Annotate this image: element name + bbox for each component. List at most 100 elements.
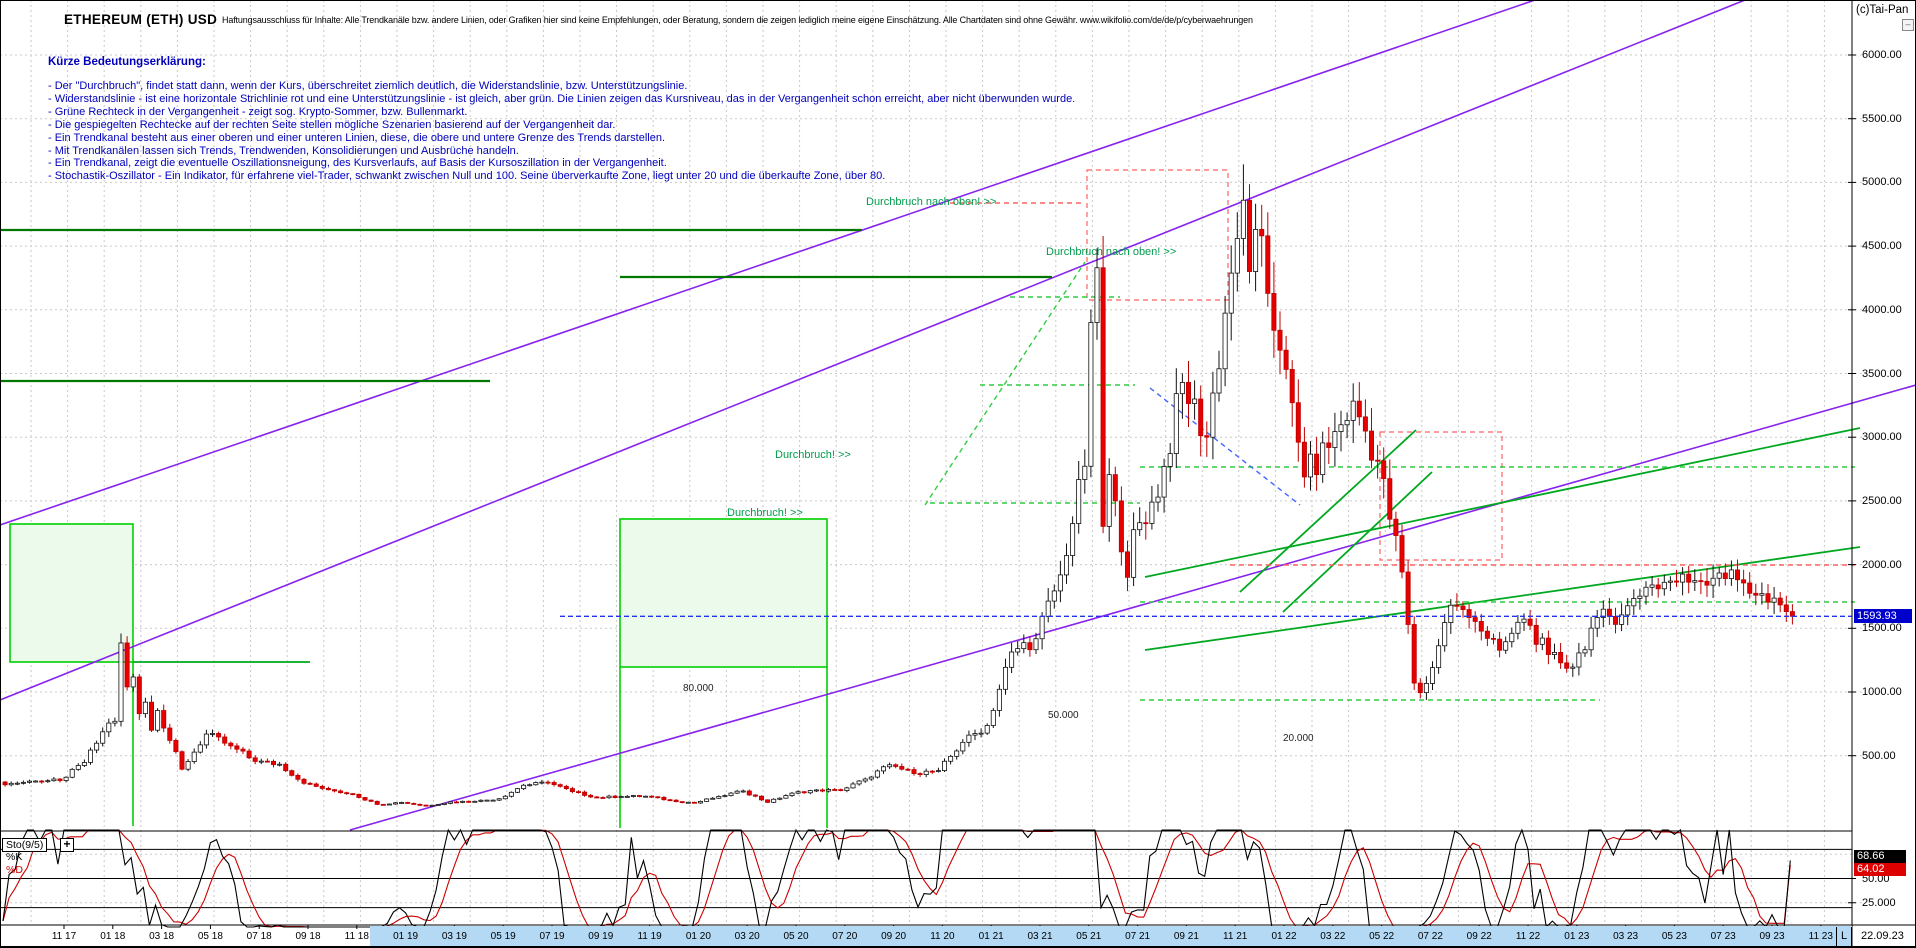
candle-body bbox=[57, 778, 63, 781]
date-axis-label: 01 19 bbox=[393, 931, 419, 942]
candle-body bbox=[1509, 632, 1515, 643]
candle-body bbox=[51, 778, 57, 782]
date-axis-label: 11 19 bbox=[637, 931, 662, 942]
candle-body bbox=[399, 802, 405, 804]
date-axis-label: 09 20 bbox=[881, 931, 907, 942]
candle-body bbox=[484, 799, 490, 802]
candle-body bbox=[1600, 608, 1606, 618]
candle-body bbox=[1240, 199, 1246, 239]
indicator-name-box[interactable]: Sto(9/5) bbox=[2, 838, 48, 852]
candle-body bbox=[844, 787, 850, 792]
candle-body bbox=[856, 780, 862, 785]
candle-body bbox=[954, 750, 960, 757]
candle-body bbox=[996, 688, 1002, 711]
candle-body bbox=[63, 776, 69, 781]
candle-body bbox=[862, 778, 868, 782]
candle-body bbox=[222, 736, 228, 744]
candle-body bbox=[1619, 614, 1625, 625]
date-axis-label: 03 23 bbox=[1613, 931, 1639, 942]
candle-body bbox=[167, 727, 173, 741]
candle-body bbox=[1167, 453, 1173, 467]
legend-line: - Grüne Rechteck in der Vergangenheit - … bbox=[48, 105, 468, 118]
candle-body bbox=[704, 798, 710, 802]
blue-dashed-line bbox=[1149, 387, 1301, 506]
candle-body bbox=[789, 792, 795, 796]
candle-body bbox=[1405, 571, 1411, 625]
level-label: 80.000 bbox=[683, 683, 714, 694]
candle-body bbox=[1722, 572, 1728, 579]
collapse-icon[interactable]: – bbox=[1902, 19, 1914, 31]
candle-body bbox=[295, 774, 301, 780]
candle-body bbox=[643, 795, 649, 798]
candle-body bbox=[1728, 569, 1734, 579]
add-indicator-icon[interactable]: + bbox=[60, 838, 74, 852]
candle-body bbox=[496, 798, 502, 801]
candle-body bbox=[405, 802, 411, 804]
candle-body bbox=[1033, 638, 1039, 651]
candle-body bbox=[868, 776, 874, 780]
candle-body bbox=[948, 755, 954, 762]
candle-body bbox=[1606, 608, 1612, 617]
candle-body bbox=[777, 797, 783, 800]
candle-body bbox=[69, 768, 75, 778]
support-dashed-line bbox=[924, 261, 1086, 506]
candle-body bbox=[319, 785, 325, 789]
candle-body bbox=[838, 789, 844, 792]
candle-body bbox=[1338, 424, 1344, 432]
candle-body bbox=[435, 804, 441, 806]
date-axis-label: 03 22 bbox=[1320, 931, 1346, 942]
last-date-label: 22.09.23 bbox=[1861, 930, 1904, 942]
date-axis-label: 11 20 bbox=[930, 931, 955, 942]
date-axis-label: 03 19 bbox=[441, 931, 467, 942]
candle-body bbox=[1704, 580, 1710, 586]
candle-body bbox=[356, 793, 362, 798]
candle-body bbox=[270, 760, 276, 766]
candle-body bbox=[990, 709, 996, 726]
candle-body bbox=[313, 783, 319, 787]
candle-body bbox=[1417, 682, 1423, 694]
candle-body bbox=[1222, 312, 1228, 370]
candle-body bbox=[1765, 593, 1771, 603]
candle-body bbox=[1021, 642, 1027, 650]
candle-body bbox=[258, 760, 264, 763]
legend-heading: Kürze Bedeutungserklärung: bbox=[48, 56, 206, 68]
candle-body bbox=[1064, 555, 1070, 576]
date-axis-label: 07 22 bbox=[1417, 931, 1443, 942]
candle-body bbox=[1533, 624, 1539, 645]
candle-body bbox=[1448, 604, 1454, 623]
candle-body bbox=[1594, 617, 1600, 629]
legend-line: - Ein Trendkanal besteht aus einer obere… bbox=[48, 131, 666, 144]
candle-body bbox=[1393, 518, 1399, 536]
candle-body bbox=[277, 763, 283, 766]
candle-body bbox=[179, 751, 185, 770]
candle-body bbox=[1515, 621, 1521, 634]
candle-body bbox=[1301, 441, 1307, 478]
candle-body bbox=[1454, 604, 1460, 607]
candle-body bbox=[807, 790, 813, 794]
candle-body bbox=[1350, 400, 1356, 421]
candle-body bbox=[1625, 605, 1631, 616]
candle-body bbox=[1789, 611, 1795, 617]
price-axis-label: 1000.00 bbox=[1862, 686, 1902, 698]
candle-body bbox=[1680, 573, 1686, 583]
date-axis-label: 11 23 bbox=[1808, 931, 1833, 942]
date-axis-label: 05 18 bbox=[197, 931, 223, 942]
candle-body bbox=[33, 780, 39, 783]
date-axis-label: 01 22 bbox=[1271, 931, 1297, 942]
candle-body bbox=[1216, 368, 1222, 394]
candle-body bbox=[1082, 465, 1088, 480]
candle-body bbox=[1362, 416, 1368, 432]
candle-body bbox=[1228, 272, 1234, 314]
candle-body bbox=[2, 781, 8, 786]
candle-body bbox=[881, 766, 887, 772]
candle-body bbox=[1210, 392, 1216, 438]
candle-body bbox=[344, 792, 350, 795]
candle-body bbox=[1131, 529, 1137, 578]
date-axis-label: 09 21 bbox=[1173, 931, 1199, 942]
candle-body bbox=[100, 731, 106, 744]
candle-body bbox=[94, 742, 100, 751]
candle-body bbox=[1118, 500, 1124, 553]
candle-body bbox=[1076, 479, 1082, 524]
candle-body bbox=[722, 795, 728, 798]
